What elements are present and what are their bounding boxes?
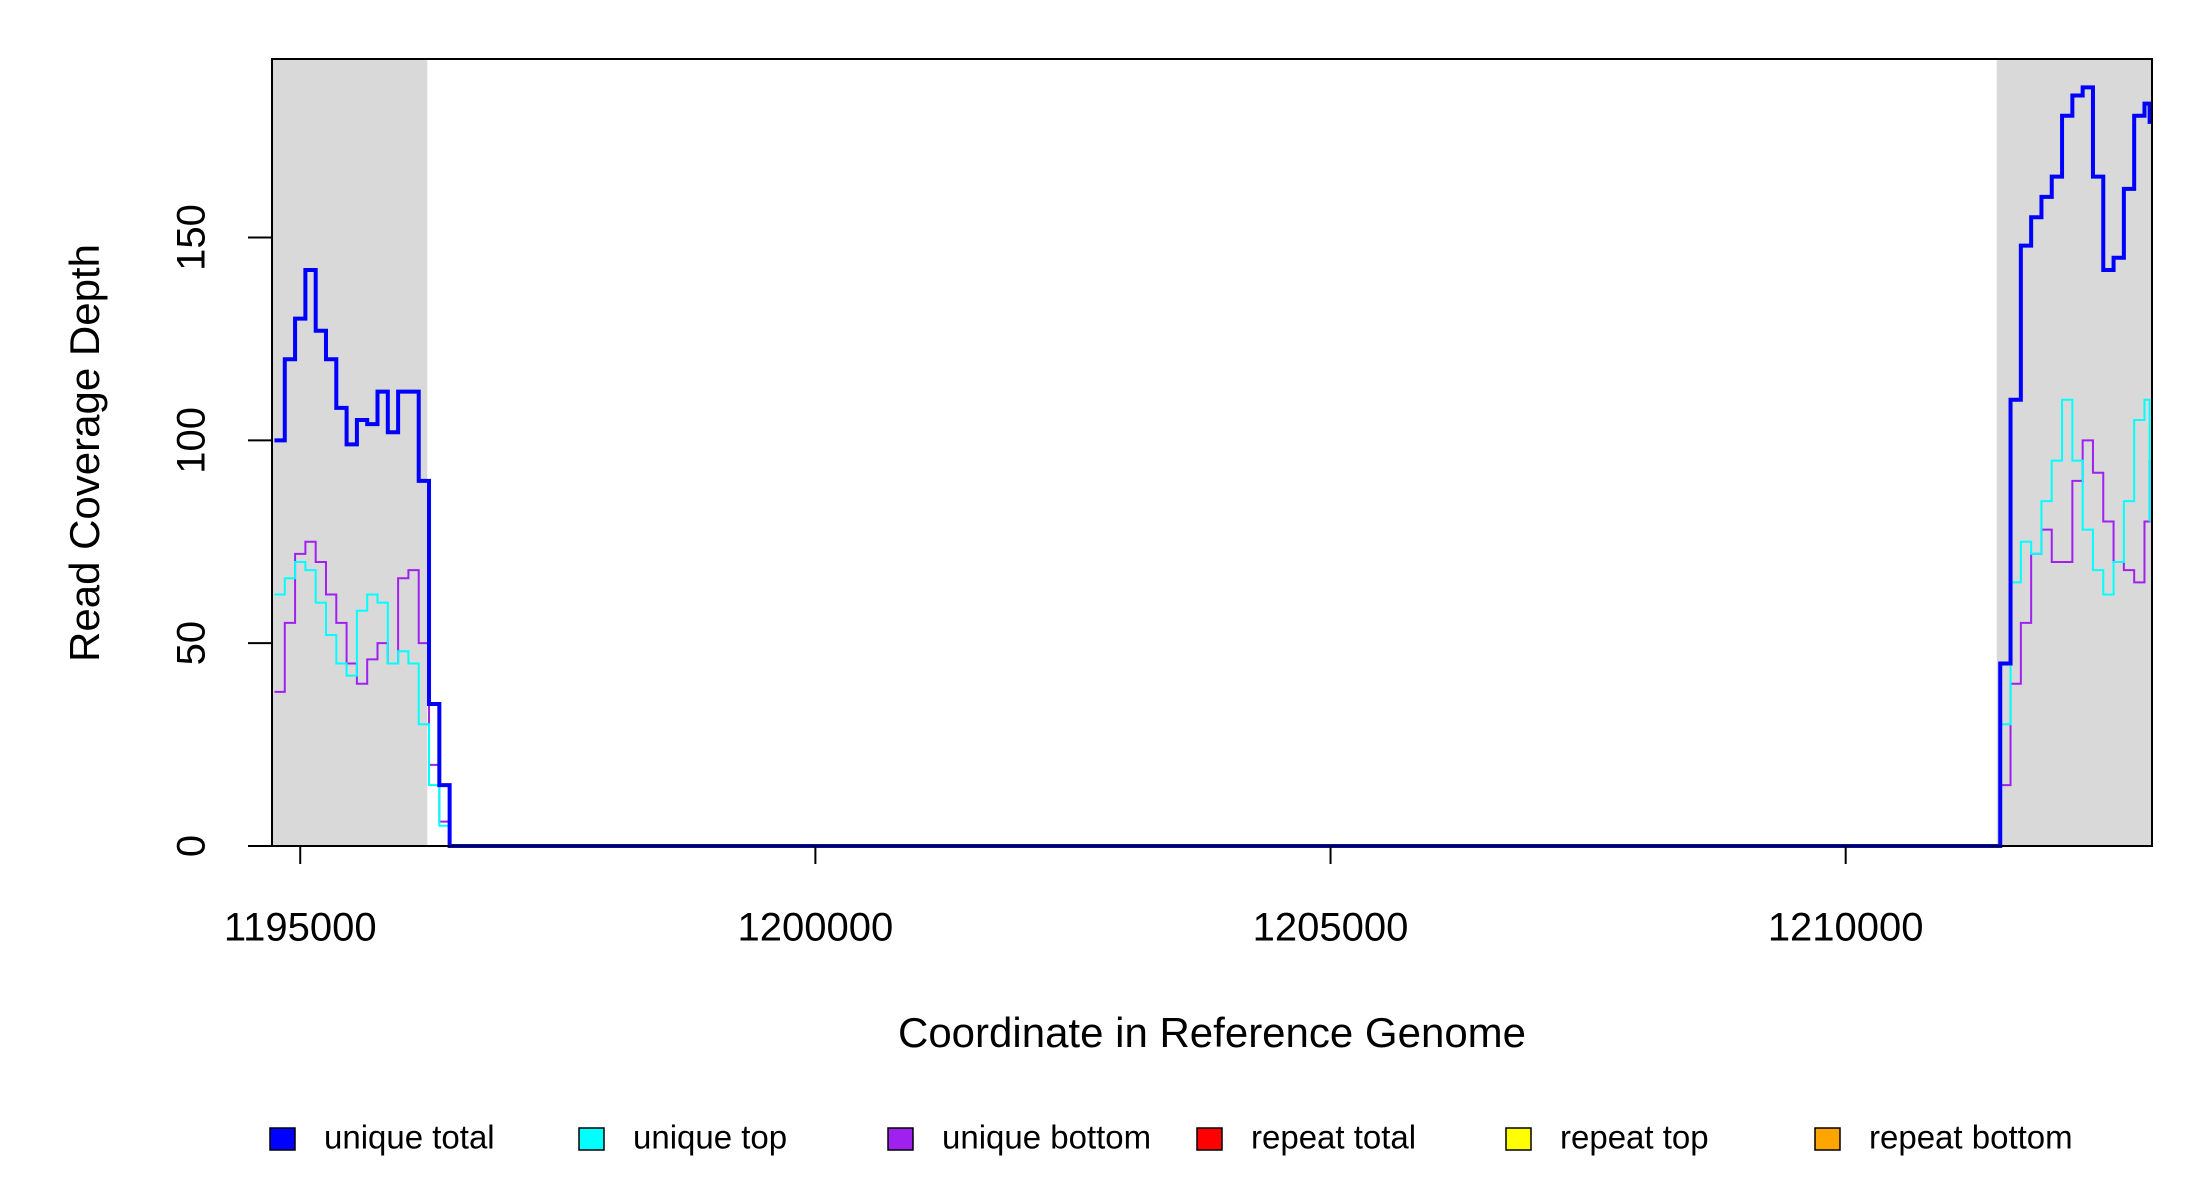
legend-swatch (269, 1127, 296, 1151)
legend-label: unique bottom (942, 1119, 1151, 1156)
x-tick-label: 1210000 (1768, 906, 1924, 950)
series-line (274, 85, 2152, 848)
x-tick-label: 1195000 (224, 906, 377, 950)
highlight-region (272, 59, 428, 846)
y-tick-label: 0 (170, 835, 214, 857)
series-line (274, 398, 2151, 847)
y-tick-label: 50 (170, 621, 214, 666)
legend-label: repeat bottom (1869, 1119, 2073, 1156)
y-tick-label: 150 (170, 204, 214, 271)
legend-label: repeat top (1560, 1119, 1709, 1156)
plot-frame (271, 58, 2153, 847)
x-tick-label: 1205000 (1253, 906, 1409, 950)
series-layer (274, 85, 2152, 848)
legend-label: unique total (324, 1119, 495, 1156)
legend-swatch (887, 1127, 914, 1151)
legend: unique total unique top unique bottom repea… (269, 1119, 2073, 1156)
highlight-layer (272, 59, 2152, 846)
legend-swatch (1814, 1127, 1841, 1151)
y-axis-title: Read Coverage Depth (61, 244, 108, 662)
legend-swatch (1196, 1127, 1223, 1151)
y-tick-label: 100 (170, 407, 214, 474)
x-tick-label: 1200000 (738, 906, 894, 950)
highlight-region (1996, 59, 2152, 846)
x-axis-title: Coordinate in Reference Genome (898, 1009, 1526, 1056)
series-line (274, 439, 2151, 847)
legend-label: unique top (633, 1119, 787, 1156)
legend-swatch (1505, 1127, 1532, 1151)
axes-layer: 1195000 1200000 1205000 1210000 0 50 100 150 (170, 58, 2153, 950)
legend-swatch (578, 1127, 605, 1151)
legend-label: repeat total (1251, 1119, 1416, 1156)
